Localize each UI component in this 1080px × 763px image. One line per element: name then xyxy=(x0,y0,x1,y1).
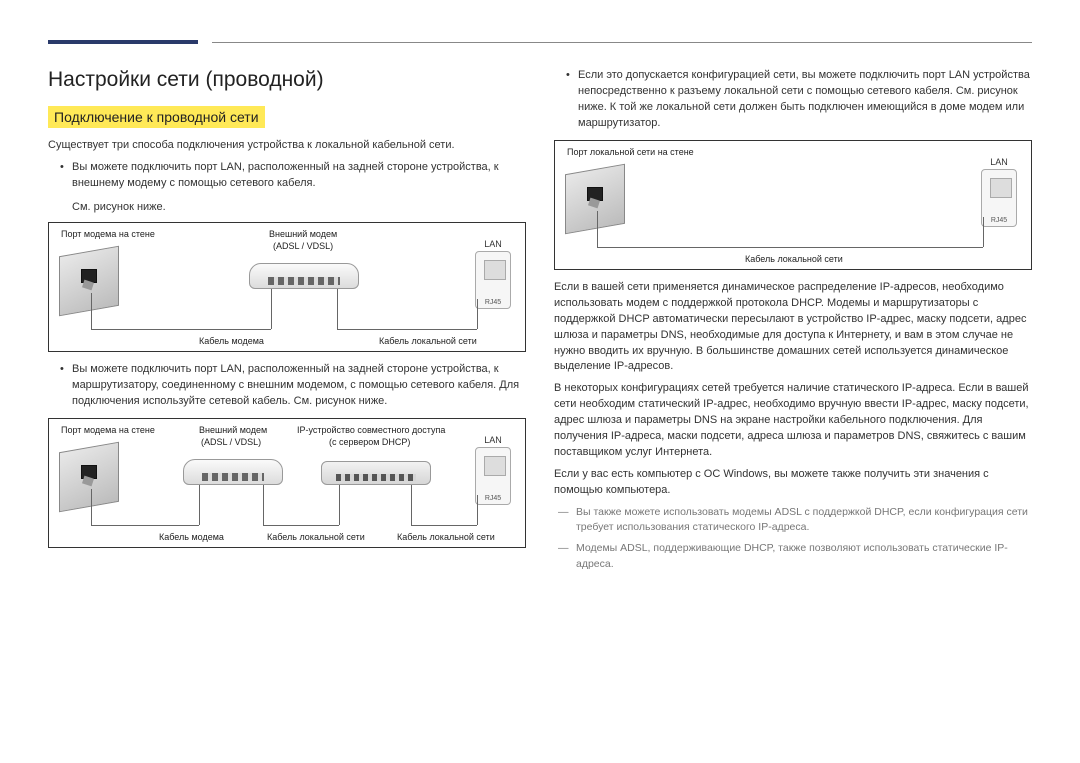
lan-cable-label-2a: Кабель локальной сети xyxy=(267,532,365,542)
left-column: Настройки сети (проводной) Подключение к… xyxy=(48,68,526,580)
header-rule xyxy=(48,40,1032,44)
rj45-icon-3: RJ45 xyxy=(981,169,1017,227)
lan-port-box-2: LAN RJ45 xyxy=(473,435,513,505)
lan-port-box: LAN RJ45 xyxy=(473,239,513,309)
rj45-icon-2: RJ45 xyxy=(475,447,511,505)
lan-cable-label-3: Кабель локальной сети xyxy=(745,254,843,264)
rj45-label-3: RJ45 xyxy=(982,217,1016,224)
wall-port-label: Порт модема на стене xyxy=(61,229,155,239)
modem-cable-label: Кабель модема xyxy=(199,336,264,346)
note-dash-2: Модемы ADSL, поддерживающие DHCP, также … xyxy=(554,541,1032,571)
modem-cable-label-2: Кабель модема xyxy=(159,532,224,542)
wall-port-label-2: Порт модема на стене xyxy=(61,425,155,435)
page-title: Настройки сети (проводной) xyxy=(48,68,526,92)
lan-label-2: LAN xyxy=(473,435,513,445)
modem-label-1: Внешний модем xyxy=(269,229,337,239)
static-ip-paragraph: В некоторых конфигурациях сетей требуетс… xyxy=(554,381,1032,461)
rj45-label: RJ45 xyxy=(476,299,510,306)
modem-label-2b: (ADSL / VDSL) xyxy=(201,437,261,447)
lan-label-3: LAN xyxy=(979,157,1019,167)
lan-label: LAN xyxy=(473,239,513,249)
lan-port-box-3: LAN RJ45 xyxy=(979,157,1019,227)
bullet-item-1: Вы можете подключить порт LAN, расположе… xyxy=(48,160,526,192)
diagram-modem-direct: Порт модема на стене Внешний модем (ADSL… xyxy=(48,222,526,352)
bullet-item-2: Вы можете подключить порт LAN, расположе… xyxy=(48,362,526,410)
router-label-1: IP-устройство совместного доступа xyxy=(297,425,445,435)
see-figure-note: См. рисунок ниже. xyxy=(48,200,526,216)
bullet-item-3: Если это допускается конфигурацией сети,… xyxy=(554,68,1032,132)
wall-lan-label: Порт локальной сети на стене xyxy=(567,147,694,157)
intro-paragraph: Существует три способа подключения устро… xyxy=(48,138,526,154)
diagram-modem-router: Порт модема на стене Внешний модем (ADSL… xyxy=(48,418,526,548)
note-dash-1: Вы также можете использовать модемы ADSL… xyxy=(554,505,1032,535)
windows-paragraph: Если у вас есть компьютер с ОС Windows, … xyxy=(554,467,1032,499)
lan-cable-label: Кабель локальной сети xyxy=(379,336,477,346)
router-label-2: (с сервером DHCP) xyxy=(329,437,410,447)
right-column: Если это допускается конфигурацией сети,… xyxy=(554,68,1032,580)
diagram-wall-direct: Порт локальной сети на стене LAN RJ45 Ка… xyxy=(554,140,1032,270)
modem-label-1b: Внешний модем xyxy=(199,425,267,435)
lan-cable-label-2b: Кабель локальной сети xyxy=(397,532,495,542)
rj45-label-2: RJ45 xyxy=(476,495,510,502)
section-heading: Подключение к проводной сети xyxy=(48,106,265,128)
dhcp-paragraph: Если в вашей сети применяется динамическ… xyxy=(554,280,1032,376)
modem-label-2: (ADSL / VDSL) xyxy=(273,241,333,251)
rj45-icon: RJ45 xyxy=(475,251,511,309)
